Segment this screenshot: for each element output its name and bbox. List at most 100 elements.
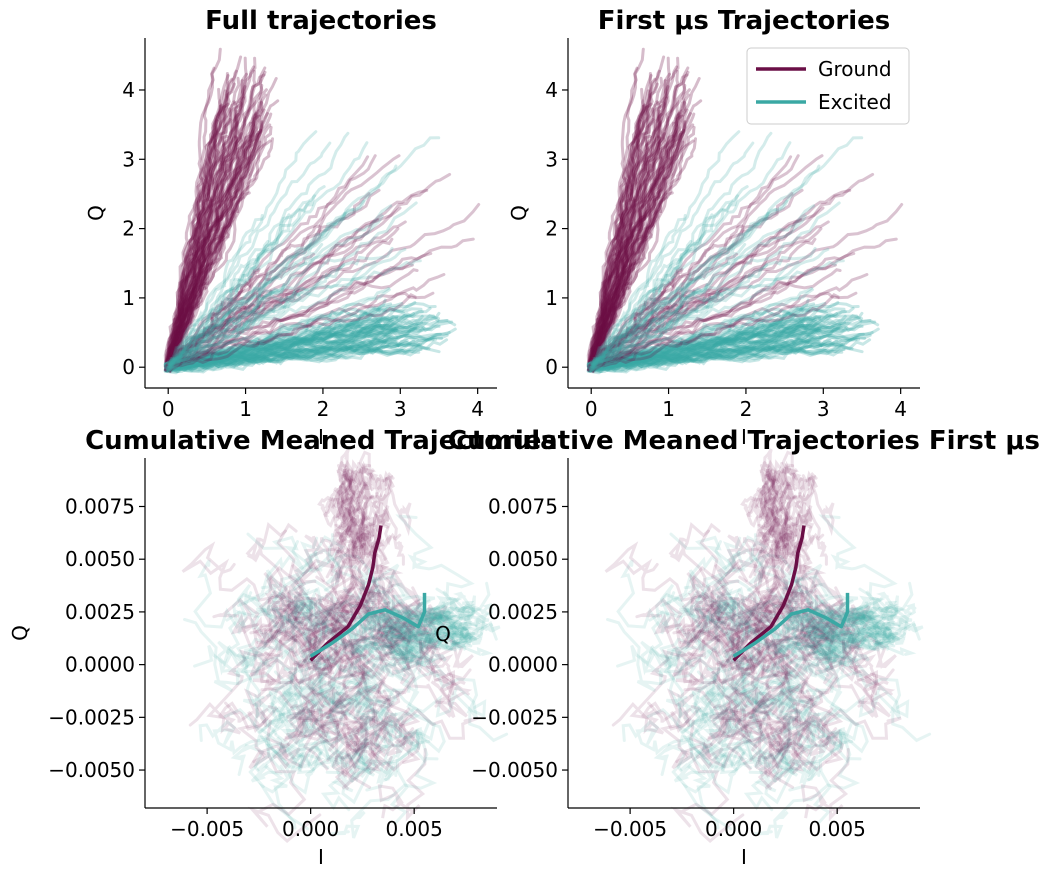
trajectory-line [340,506,357,529]
trajectory-line [795,602,863,634]
trajectory-line [590,185,749,373]
trajectory-line [778,460,800,524]
trajectory-line [375,633,434,648]
trajectory-line [591,188,852,372]
trajectory-line [765,505,784,531]
trajectory-line [268,646,317,719]
trajectory-line [367,502,390,540]
trajectory-line [412,632,437,651]
trajectory-line [592,320,819,371]
trajectory-line [165,326,420,373]
mean-excited-line [732,592,850,658]
trajectory-line [818,514,898,599]
trajectory-line [165,66,216,373]
trajectory-line [167,164,398,367]
trajectory-line [320,749,366,812]
trajectory-line [408,632,446,646]
trajectory-line [767,629,814,655]
trajectory-line [803,669,891,729]
trajectory-line [592,213,714,367]
trajectory-line [663,623,705,685]
trajectory-line [271,607,334,672]
trajectory-line [588,56,671,365]
trajectory-line [348,717,375,778]
trajectory-line [587,93,691,366]
trajectory-line [706,680,781,742]
x-tick-label: 0 [585,397,598,421]
trajectory-line [590,301,840,370]
trajectory-line [588,130,683,370]
trajectory-line [364,687,446,754]
trajectory-line [742,526,774,577]
trajectory-line [800,748,850,822]
trajectory-line [784,550,800,576]
trajectory-line [681,595,731,648]
trajectory-line [256,736,323,830]
trajectory-line [359,472,374,501]
trajectory-line [587,286,813,370]
trajectory-line [590,55,666,367]
trajectory-line [405,684,478,749]
trajectory-line [292,584,318,658]
trajectory-line [783,500,804,528]
trajectory-line [371,634,447,678]
trajectory-line [380,669,468,729]
mean-ground-line [732,525,806,662]
trajectory-line [797,508,825,545]
trajectory-line [165,320,454,370]
trajectory-line [166,311,441,369]
trajectory-line [592,340,854,373]
trajectory-line [302,610,348,716]
trajectory-line [781,483,807,525]
trajectory-line [271,536,330,630]
trajectory-line [344,629,391,655]
trajectory-line [882,617,912,646]
trajectory-line [758,534,775,569]
trajectory-line [360,635,413,655]
trajectory-line [592,128,686,368]
trajectory-line [415,612,450,638]
trajectory-line [245,522,287,593]
trajectory-line [849,632,882,651]
trajectory-line [663,599,769,655]
trajectory-line [379,601,473,703]
trajectory-line [169,211,347,368]
trajectory-line [439,626,478,649]
trajectory-line [748,545,771,579]
trajectory-line [616,559,676,635]
trajectory-line [781,518,796,550]
trajectory-line [591,137,697,368]
trajectory-line [347,470,366,522]
trajectory-line [166,100,263,367]
trajectory-line [377,748,427,822]
trajectory-line [592,315,822,372]
y-tick-label: 0 [122,355,135,379]
trajectory-line [168,246,394,365]
trajectory-line [759,463,778,491]
trajectory-line [334,497,357,542]
trajectory-line [621,719,706,772]
trajectory-line [372,602,440,634]
trajectory-line [163,317,394,372]
trajectory-line [591,101,665,367]
trajectory-line [590,332,865,371]
trajectory-line [360,500,381,528]
trajectory-line [165,343,390,370]
trajectory-line [361,534,380,560]
x-tick-label: 0.000 [705,817,762,841]
trajectory-line [726,534,795,604]
trajectory-line [591,96,669,371]
trajectory-line [448,629,483,646]
trajectory-line [714,561,761,631]
trajectory-line [332,492,359,539]
trajectory-line [587,286,667,372]
trajectory-line [774,502,789,560]
trajectory-line [590,252,856,368]
trajectory-line [808,609,840,639]
trajectory-line [165,324,441,373]
trajectory-line [586,319,805,367]
trajectory-line [791,625,843,673]
trajectory-line [725,670,770,730]
y-tick-label: 4 [545,78,558,102]
trajectory-line [798,633,857,648]
